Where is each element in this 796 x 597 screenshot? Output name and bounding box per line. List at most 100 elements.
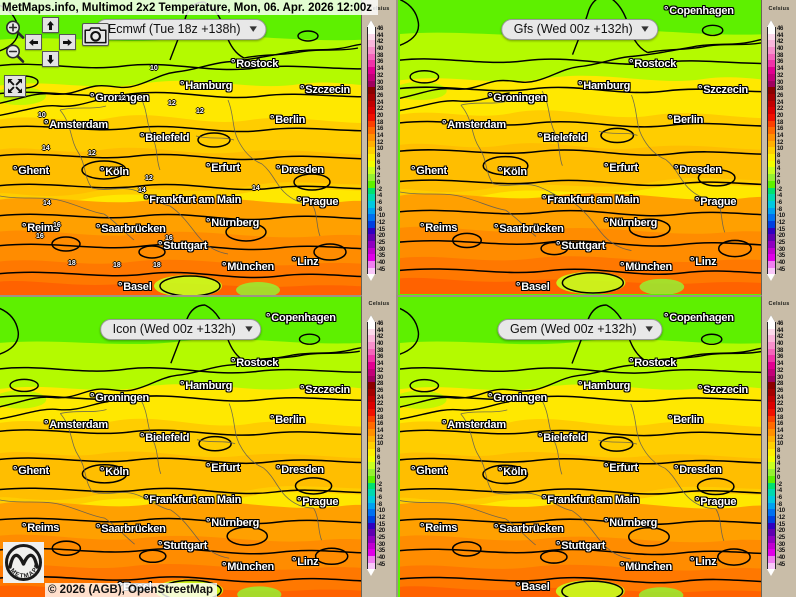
pan-up-button[interactable]	[42, 17, 59, 33]
scale-tick-label: 38	[377, 347, 384, 354]
scale-arrow-bottom-icon	[367, 569, 375, 577]
scale-swatch	[768, 362, 775, 369]
scale-swatch	[768, 509, 775, 516]
scale-tick-label: -45	[777, 266, 785, 273]
fullscreen-button[interactable]	[4, 75, 26, 97]
scale-swatch	[368, 207, 375, 215]
metmaps-logo[interactable]: METMAPS	[3, 542, 44, 583]
scale-swatch	[768, 355, 775, 363]
scale-tick-label: 12	[777, 139, 784, 146]
scale-unit-label: Celsius	[768, 6, 790, 12]
scale-tick-label: -30	[377, 541, 385, 548]
scale-tick-label: -6	[777, 199, 782, 206]
scale-tick-label: -2	[377, 481, 382, 488]
model-selector-label: Ecmwf (Tue 18z +138h)	[107, 22, 241, 36]
scale-arrow-top-icon	[367, 20, 375, 27]
scale-tick-label: -20	[777, 528, 785, 535]
scale-swatch	[768, 100, 775, 108]
scale-tick-label: 4	[777, 166, 781, 173]
scale-swatch	[368, 214, 375, 221]
model-selector-top-left[interactable]: Ecmwf (Tue 18z +138h) ▾	[94, 19, 267, 40]
temperature-field-top-left	[0, 0, 361, 295]
map-canvas-top-left[interactable]: RostockHamburgSzczecinGroningenBerlinAms…	[0, 0, 362, 295]
scale-gradient	[367, 27, 376, 275]
scale-tick-label: 10	[777, 146, 784, 153]
scale-swatch	[768, 87, 775, 94]
arrow-right-icon	[63, 38, 72, 46]
scale-swatch	[368, 529, 375, 536]
scale-swatch	[768, 462, 775, 470]
scale-tick-label: 46	[777, 26, 784, 32]
map-canvas-bottom-left[interactable]: CopenhagenRostockHamburgSzczecinGroninge…	[0, 295, 362, 597]
scale-swatch	[368, 562, 375, 570]
scale-tick-label: -45	[377, 561, 385, 568]
scale-swatch	[768, 67, 775, 74]
scale-tick-label: 18	[777, 414, 784, 421]
scale-tick-label: -30	[777, 541, 785, 548]
snapshot-button[interactable]	[82, 23, 109, 46]
model-selector-bottom-right[interactable]: Gem (Wed 00z +132h) ▾	[496, 319, 663, 340]
scale-swatch	[768, 368, 775, 376]
scale-swatch	[368, 442, 375, 450]
magnifier-minus-icon	[6, 44, 25, 63]
scale-swatch	[368, 167, 375, 175]
scale-tick-label: 20	[377, 407, 384, 414]
scale-tick-label: 24	[777, 394, 784, 401]
scale-tick-label: 2	[777, 173, 781, 180]
map-canvas-top-right[interactable]: CopenhagenRostockHamburgSzczecinGroninge…	[396, 0, 762, 295]
scale-swatch	[368, 342, 375, 349]
scale-tick-label: 42	[377, 39, 384, 46]
pan-left-button[interactable]	[25, 34, 42, 50]
scale-swatch	[768, 214, 775, 221]
pan-down-button[interactable]	[42, 51, 59, 67]
color-scale-bottom-left: Celsius 46 44 42 40 38 36 34 32 30 28 26 24 22 20 18 16…	[362, 295, 396, 597]
scale-tick-label: 6	[777, 454, 781, 461]
scale-swatch	[368, 415, 375, 423]
scale-tick-label: -12	[777, 514, 785, 521]
scale-swatch	[368, 154, 375, 161]
scale-tick-label: -40	[777, 555, 785, 562]
scale-swatch	[368, 113, 375, 121]
scale-tick-label: 40	[377, 341, 384, 348]
scale-tick-label: -4	[777, 193, 782, 200]
scale-swatch	[368, 556, 375, 563]
scale-swatch	[768, 194, 775, 201]
scale-tick-label: -15	[777, 226, 785, 233]
scale-tick-label: 16	[777, 421, 784, 428]
color-scale-bottom-right: Celsius 46 44 42 40 38 36 34 32 30 28 26 24 22 20 18 16…	[762, 295, 796, 597]
scale-swatch	[768, 73, 775, 81]
scale-tick-label: 16	[377, 126, 384, 133]
scale-tick-label: 26	[377, 92, 384, 99]
scale-tick-label: 34	[777, 66, 784, 73]
scale-gradient	[767, 27, 776, 275]
scale-swatch	[768, 502, 775, 510]
scale-tick-label: -35	[377, 253, 385, 260]
scale-swatch	[768, 160, 775, 168]
model-selector-bottom-left[interactable]: Icon (Wed 00z +132h) ▾	[99, 319, 262, 340]
page-title: MetMaps.info, Multimod 2x2 Temperature, …	[0, 0, 379, 15]
scale-swatch	[368, 515, 375, 523]
zoom-in-button[interactable]	[4, 19, 26, 41]
scale-tick-label: 44	[377, 327, 384, 334]
scale-tick-label: 36	[377, 354, 384, 361]
scale-swatch	[768, 140, 775, 148]
scale-swatch	[368, 33, 375, 41]
scale-swatch	[368, 47, 375, 54]
scale-tick-label: -25	[377, 240, 385, 246]
scale-swatch	[768, 180, 775, 188]
zoom-out-button[interactable]	[4, 43, 26, 65]
scale-swatch	[368, 462, 375, 470]
scale-swatch	[368, 87, 375, 94]
model-selector-top-right[interactable]: Gfs (Wed 00z +132h) ▾	[500, 19, 659, 40]
scale-tick-label: -8	[777, 501, 782, 508]
scale-swatch	[768, 495, 775, 503]
scale-swatch	[368, 429, 375, 436]
scale-tick-label: -35	[777, 253, 785, 260]
pan-right-button[interactable]	[59, 34, 76, 50]
scale-swatch	[368, 536, 375, 543]
scale-tick-label: 20	[377, 112, 384, 119]
map-canvas-bottom-right[interactable]: CopenhagenRostockHamburgSzczecinGroninge…	[396, 295, 762, 597]
scale-swatch	[768, 200, 775, 208]
scale-ticks: 46 44 42 40 38 36 34 32 30 28 26 24 22 20 18 16 14 12 10 8 6…	[377, 20, 396, 273]
scale-swatch	[368, 174, 375, 181]
